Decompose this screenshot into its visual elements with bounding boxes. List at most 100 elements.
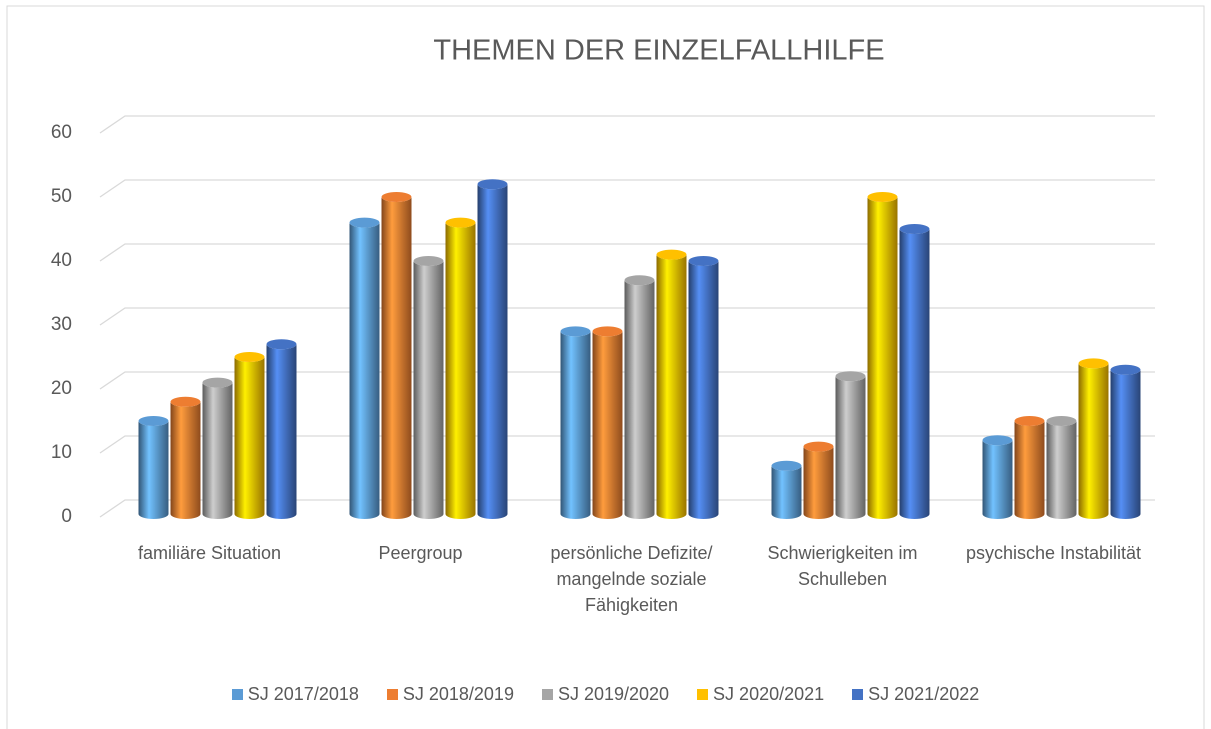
y-tick-label: 40 — [51, 250, 72, 271]
bar-body — [1014, 421, 1045, 519]
grid-line — [99, 243, 1155, 262]
bar-top — [413, 256, 444, 266]
y-tick-label: 30 — [51, 314, 72, 335]
bar — [202, 377, 233, 519]
bar-body — [771, 465, 802, 519]
bar — [982, 435, 1013, 519]
bar — [1014, 416, 1045, 519]
legend-swatch — [697, 689, 709, 700]
bar — [445, 217, 476, 519]
bar-top — [381, 192, 412, 202]
bar-body — [1046, 421, 1077, 519]
bar — [835, 371, 866, 519]
bar — [1046, 416, 1077, 519]
x-tick-label: Schwierigkeiten im Schulleben — [767, 543, 918, 589]
bar-body — [899, 229, 930, 519]
legend-swatch — [541, 689, 553, 700]
bar-top — [803, 441, 834, 452]
bar-body — [656, 254, 687, 519]
bar — [899, 224, 930, 519]
legend-item: SJ 2018/2019 — [386, 684, 514, 705]
grid-line — [99, 435, 1155, 454]
bar — [413, 256, 444, 519]
bar-top — [688, 256, 719, 266]
bar-body — [202, 382, 233, 519]
bar-top — [234, 352, 265, 362]
bar — [1078, 358, 1109, 519]
bar-top — [477, 179, 508, 190]
legend-label: SJ 2020/2021 — [713, 684, 825, 704]
bar — [624, 275, 655, 519]
bar-top — [867, 192, 898, 202]
bar-body — [477, 184, 508, 519]
bar — [266, 339, 297, 519]
bar-top — [624, 275, 655, 286]
bar-top — [1110, 364, 1141, 375]
bar-body — [624, 280, 655, 519]
y-tick-label: 0 — [61, 506, 72, 527]
legend-item: SJ 2020/2021 — [697, 684, 824, 705]
legend-label: SJ 2019/2020 — [557, 684, 670, 704]
bar-top — [138, 416, 169, 426]
bar-top — [445, 217, 476, 228]
grid-line — [99, 179, 1155, 198]
bar-top — [202, 377, 233, 388]
y-tick-label: 10 — [51, 442, 72, 463]
bar-top — [1078, 358, 1109, 369]
chart-title: THEMEN DER EINZELFALLHILFE — [433, 35, 884, 67]
bar — [170, 396, 201, 519]
bar-top — [771, 460, 802, 471]
bar — [803, 441, 834, 519]
bar — [234, 352, 265, 519]
bar-top — [656, 249, 687, 260]
legend-swatch — [852, 689, 864, 700]
grid-line — [99, 371, 1155, 390]
bar-top — [170, 396, 201, 407]
bar-body — [1110, 369, 1141, 519]
legend-item: SJ 2021/2022 — [852, 684, 979, 705]
bar-body — [560, 331, 591, 519]
bar-body — [835, 376, 866, 519]
bar-top — [560, 326, 591, 337]
bar-body — [381, 197, 412, 519]
y-tick-label: 50 — [51, 186, 72, 207]
bar-top — [1014, 416, 1045, 426]
legend-label: SJ 2017/2018 — [247, 684, 359, 704]
bar — [138, 416, 169, 519]
legend-label: SJ 2018/2019 — [402, 684, 514, 704]
bar — [1110, 364, 1141, 519]
bar-top — [899, 224, 930, 234]
bar-body — [413, 261, 444, 519]
bar-top — [592, 326, 623, 337]
bar — [560, 326, 591, 519]
legend-swatch — [386, 689, 398, 700]
bar-body — [803, 446, 834, 519]
bar-body — [592, 331, 623, 519]
bar — [477, 179, 508, 519]
bar-top — [266, 339, 297, 350]
bar-body — [170, 401, 201, 519]
bar-top — [1046, 416, 1077, 426]
bar-body — [867, 197, 898, 519]
bar — [381, 192, 412, 519]
legend-item: SJ 2019/2020 — [541, 684, 670, 705]
x-tick-label: Peergroup — [378, 543, 463, 563]
bar-top — [835, 371, 866, 382]
chart-border — [6, 5, 1205, 729]
legend: SJ 2017/2018 SJ 2018/2019 SJ 2019/2020 SJ 2… — [0, 684, 1211, 705]
bar-body — [1078, 363, 1109, 519]
bar — [771, 460, 802, 519]
bar-body — [982, 440, 1013, 519]
grid-line — [99, 307, 1155, 326]
bar-body — [349, 222, 380, 519]
legend-swatch — [231, 689, 243, 700]
bar-body — [445, 222, 476, 519]
legend-item: SJ 2017/2018 — [231, 684, 359, 705]
bar-body — [266, 344, 297, 519]
bar-top — [982, 435, 1013, 446]
bar — [867, 192, 898, 519]
bar — [349, 217, 380, 519]
grid-line — [99, 115, 1155, 134]
